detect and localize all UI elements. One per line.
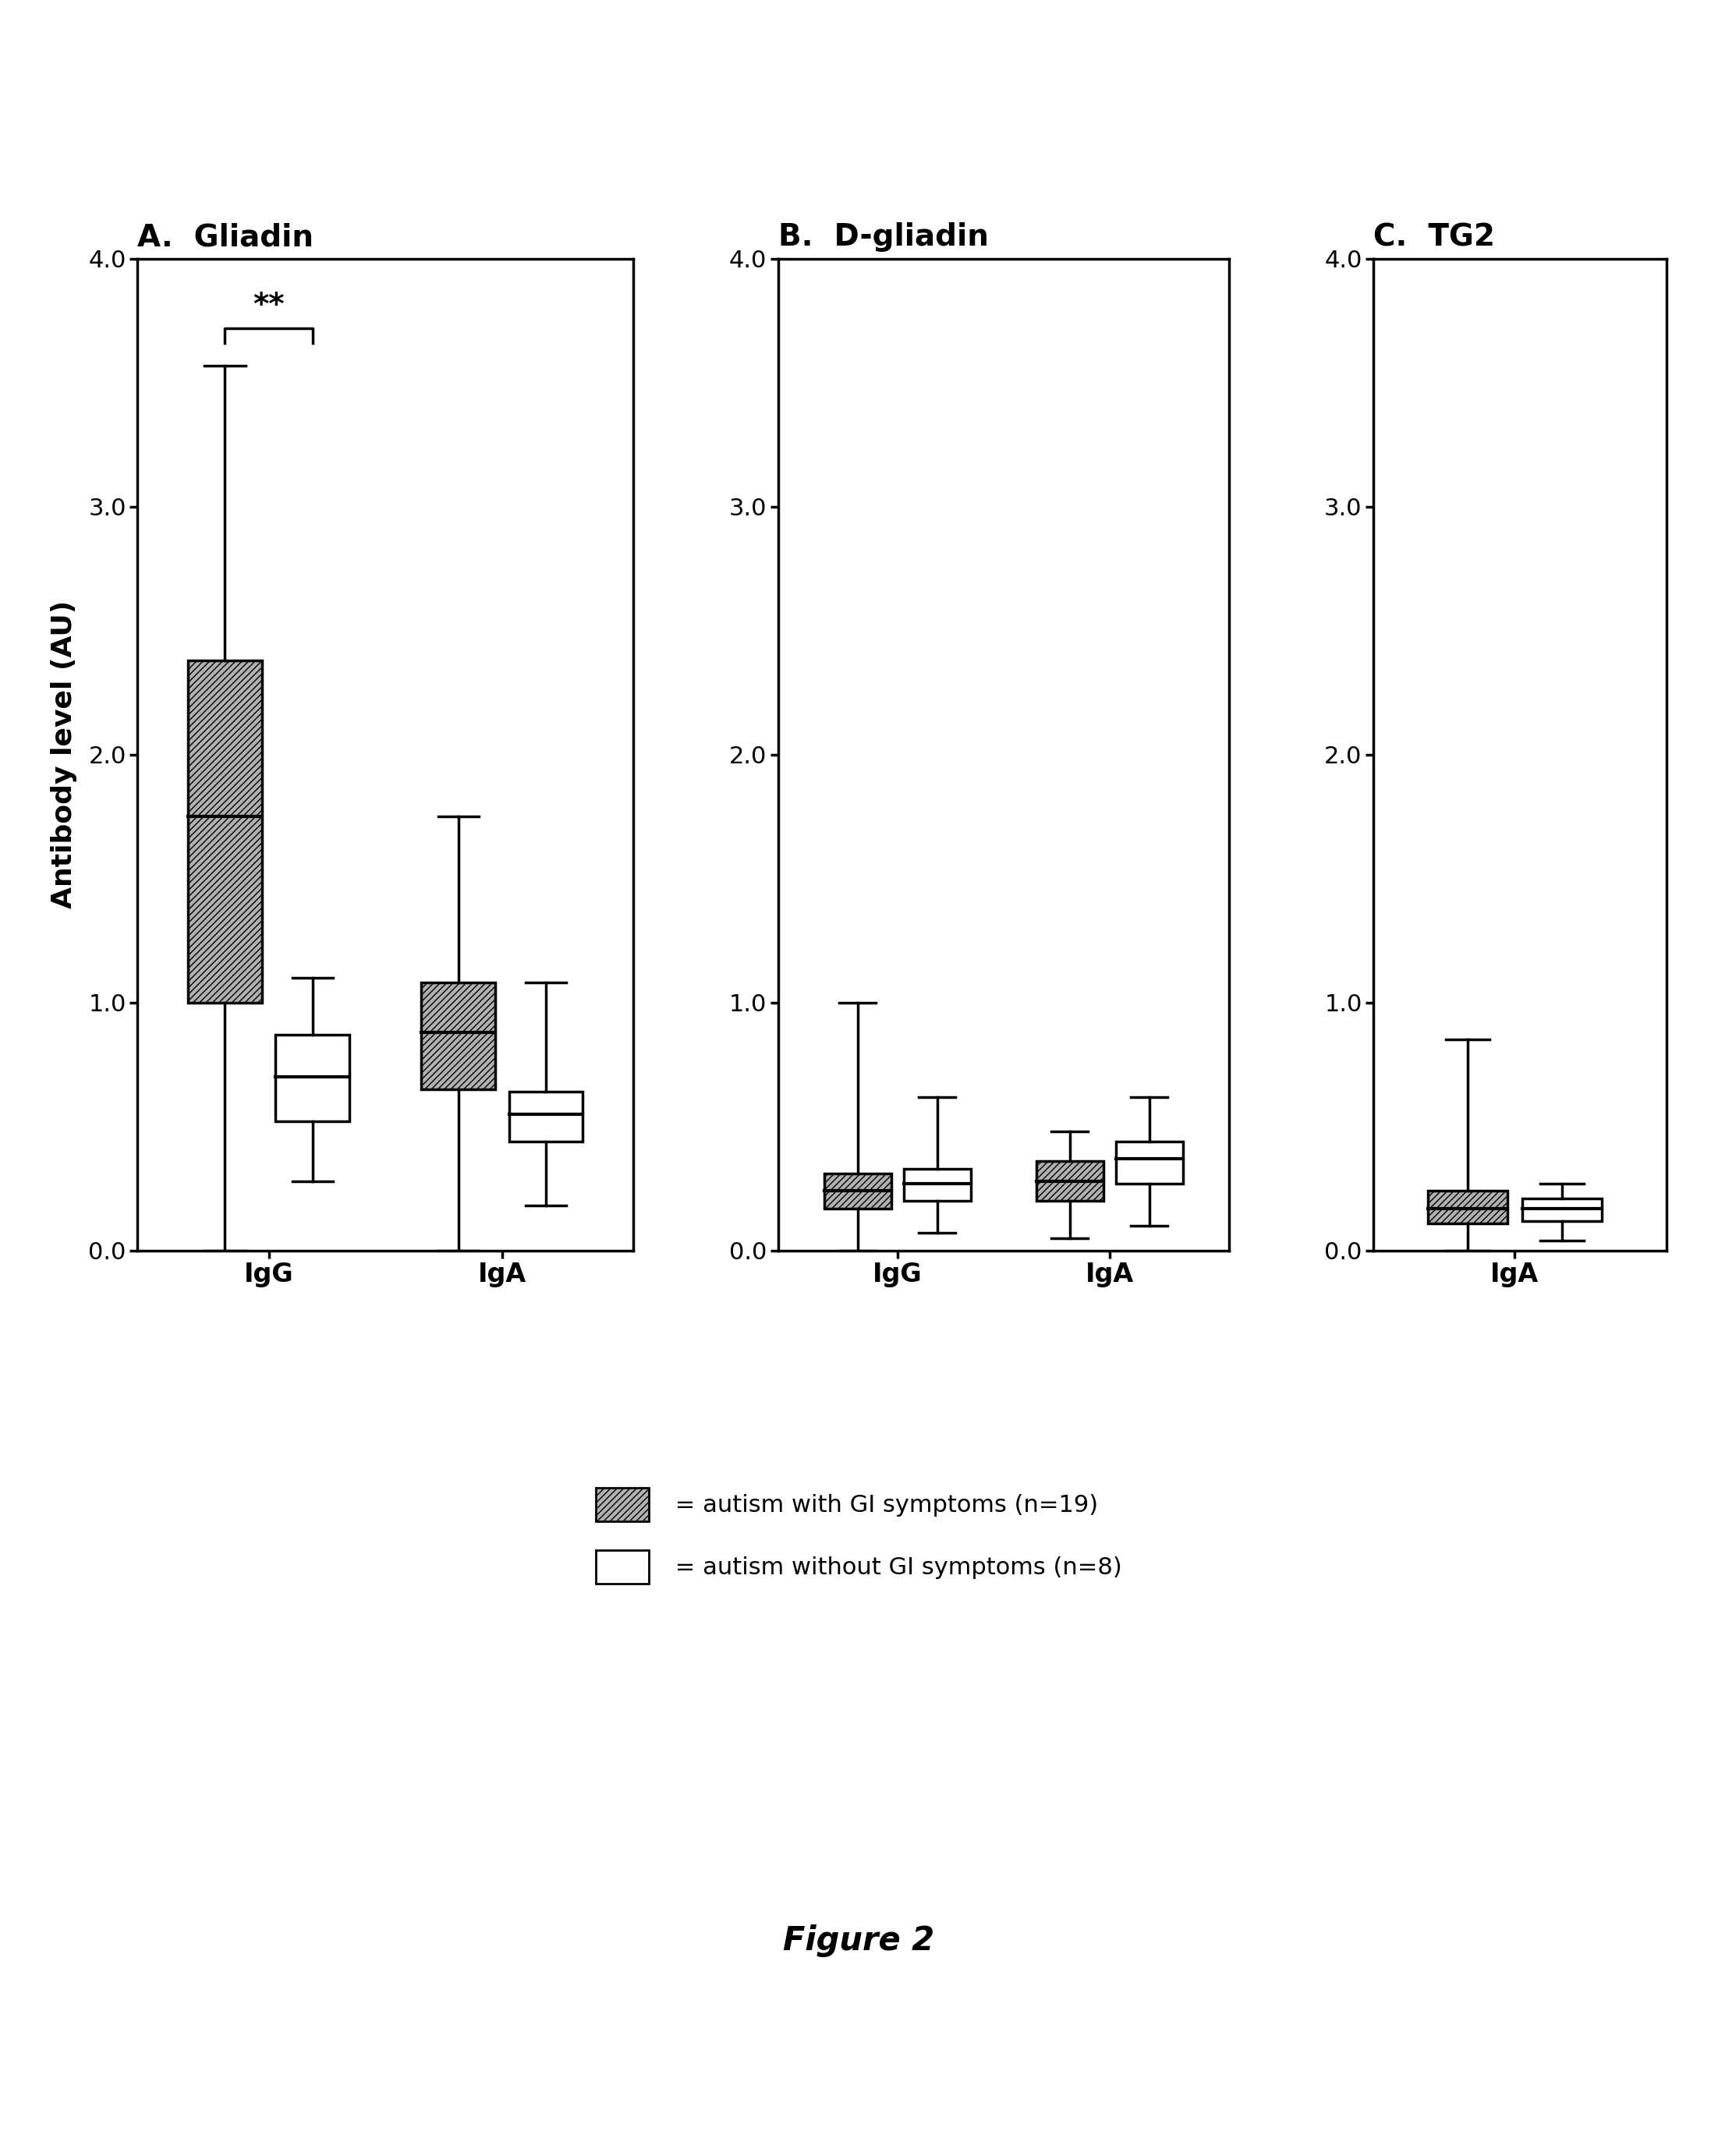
Y-axis label: Antibody level (AU): Antibody level (AU) (52, 602, 77, 908)
Text: A.  Gliadin: A. Gliadin (137, 222, 314, 252)
Text: B.  D-gliadin: B. D-gliadin (778, 222, 988, 252)
Bar (421, 983, 495, 1089)
Legend:  = autism with GI symptoms (n=19),  = autism without GI symptoms (n=8): = autism with GI symptoms (n=19), = auti… (596, 1488, 1122, 1583)
Text: C.  TG2: C. TG2 (1373, 222, 1495, 252)
Bar (825, 1173, 892, 1207)
Bar (904, 1169, 971, 1201)
Bar (275, 1035, 349, 1121)
Text: **: ** (253, 291, 285, 321)
Text: Figure 2: Figure 2 (783, 1923, 935, 1958)
Bar (1428, 1190, 1507, 1222)
Bar (509, 1091, 582, 1141)
Bar (1522, 1199, 1601, 1220)
Bar (1115, 1141, 1182, 1184)
Bar (1036, 1162, 1103, 1201)
Bar (187, 660, 261, 1003)
